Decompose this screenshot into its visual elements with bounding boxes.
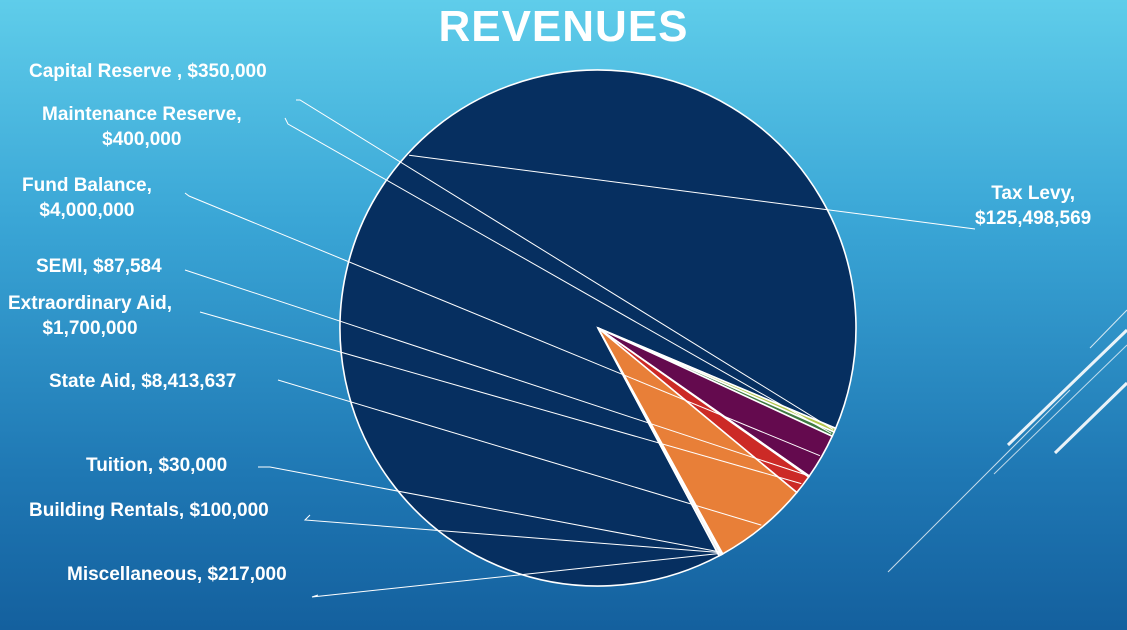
leader-line-building-rentals <box>303 514 721 554</box>
decorative-lines <box>887 309 1127 573</box>
leader-line-state-aid <box>277 379 762 526</box>
slide-title: REVENUES <box>438 2 689 51</box>
leader-line-tuition <box>258 466 722 553</box>
data-label-line: Tax Levy, <box>991 183 1076 204</box>
data-label-line: $125,498,569 <box>975 208 1092 229</box>
data-label-line: Extraordinary Aid, <box>8 293 173 314</box>
data-label-line: $400,000 <box>102 129 182 150</box>
leader-line-maintenance-reserve <box>284 117 832 434</box>
data-label-line: Maintenance Reserve, <box>42 104 242 125</box>
data-label-extraordinary-aid: Extraordinary Aid, $1,700,000 <box>8 291 172 341</box>
data-label-maintenance-reserve: Maintenance Reserve, $400,000 <box>42 102 242 152</box>
data-label-line: $4,000,000 <box>39 200 135 221</box>
data-label-line: Fund Balance, <box>22 175 152 196</box>
data-label-line: $1,700,000 <box>42 318 138 339</box>
leader-line-capital-reserve <box>296 99 834 430</box>
data-label-line: State Aid, $8,413,637 <box>49 371 237 392</box>
data-label-fund-balance: Fund Balance, $4,000,000 <box>22 173 152 223</box>
data-label-building-rentals: Building Rentals, $100,000 <box>29 498 269 523</box>
data-label-tax-levy: Tax Levy, $125,498,569 <box>975 181 1091 231</box>
data-label-semi: SEMI, $87,584 <box>36 254 162 279</box>
leader-line-fund-balance <box>184 192 821 457</box>
data-label-tuition: Tuition, $30,000 <box>86 453 227 478</box>
data-label-line: SEMI, $87,584 <box>36 256 162 277</box>
leader-line-miscellaneous <box>311 553 720 598</box>
data-label-line: Capital Reserve , $350,000 <box>29 61 267 82</box>
data-label-line: Miscellaneous, $217,000 <box>67 564 287 585</box>
leader-line-semi <box>184 269 808 476</box>
data-label-miscellaneous: Miscellaneous, $217,000 <box>67 562 287 587</box>
leader-line-tax-levy <box>409 154 976 230</box>
data-label-line: Building Rentals, $100,000 <box>29 500 269 521</box>
pie-slice-miscellaneous <box>597 327 723 557</box>
data-label-capital-reserve: Capital Reserve , $350,000 <box>29 59 267 84</box>
leader-line-extraordinary-aid <box>199 311 802 485</box>
data-label-state-aid: State Aid, $8,413,637 <box>49 369 236 394</box>
data-label-line: Tuition, $30,000 <box>86 455 228 476</box>
